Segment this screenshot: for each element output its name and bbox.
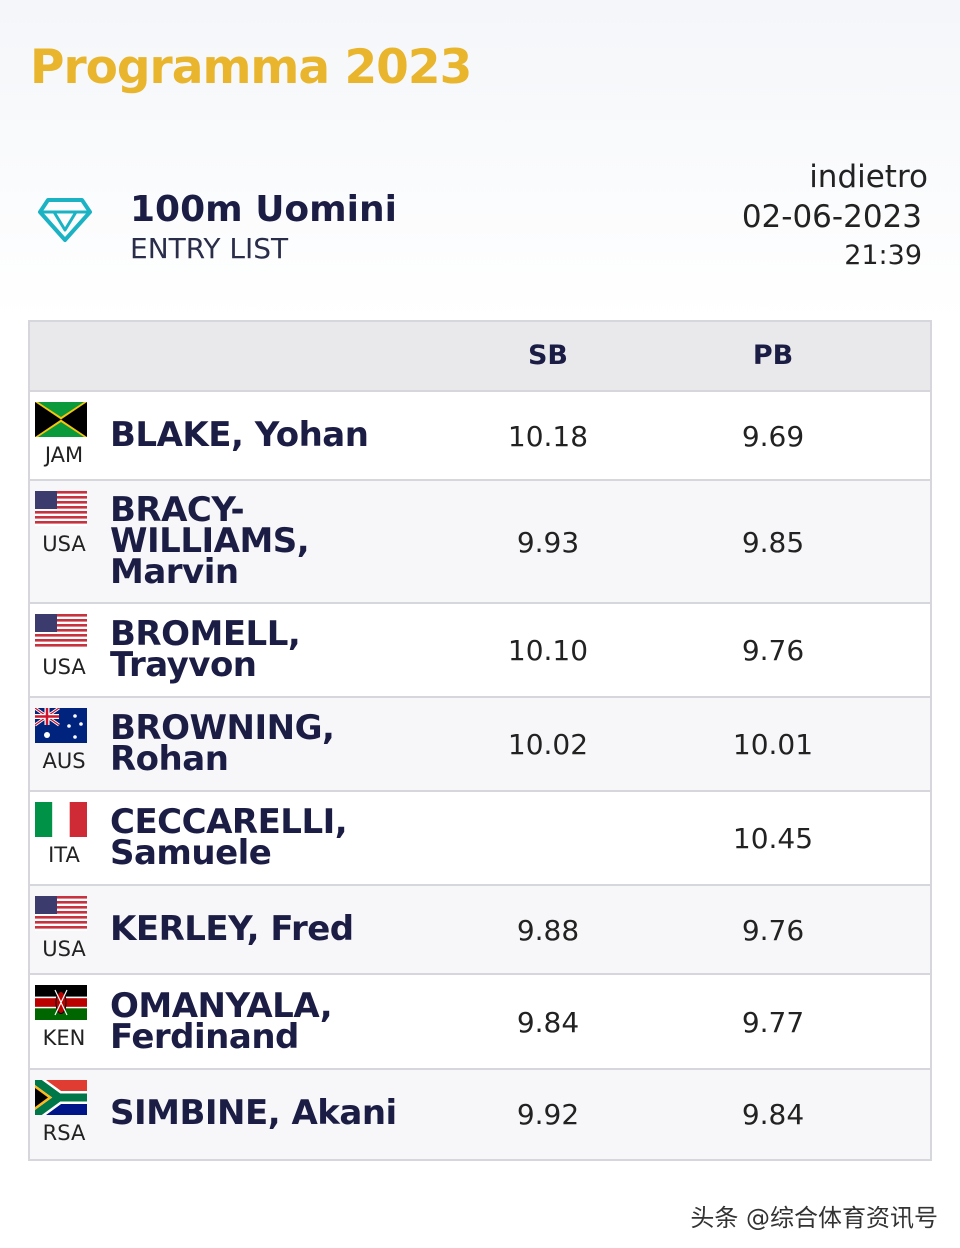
country-code: AUS (42, 749, 86, 773)
table-row[interactable]: KEN OMANYALA, Ferdinand 9.84 9.77 (30, 975, 930, 1070)
country-flag (35, 614, 95, 649)
country-code: RSA (42, 1121, 86, 1145)
pb-value: 10.01 (732, 728, 814, 761)
entry-list-table: SB PB JAM BLAKE, Yohan 10.18 9.69 USA BRACY-W… (28, 320, 932, 1161)
pb-value: 9.69 (741, 420, 805, 453)
table-body: JAM BLAKE, Yohan 10.18 9.69 USA BRACY-WILLIAM… (30, 392, 930, 1159)
athlete-name[interactable]: KERLEY, Fred (110, 909, 354, 949)
table-row[interactable]: JAM BLAKE, Yohan 10.18 9.69 (30, 392, 930, 481)
table-header: SB PB (30, 322, 930, 392)
event-date: 02-06-2023 (741, 199, 922, 235)
table-row[interactable]: RSA SIMBINE, Akani 9.92 9.84 (30, 1070, 930, 1159)
pb-value: 9.77 (741, 1006, 805, 1039)
sb-value: 10.10 (507, 634, 589, 667)
back-link[interactable]: indietro (809, 159, 928, 195)
athlete-name[interactable]: SIMBINE, Akani (110, 1093, 397, 1133)
country-code: JAM (44, 443, 84, 467)
athlete-name[interactable]: BLAKE, Yohan (110, 415, 369, 455)
sb-value: 10.02 (507, 728, 589, 761)
athlete-name[interactable]: OMANYALA, Ferdinand (110, 986, 333, 1057)
ken-flag-icon (35, 985, 87, 1020)
event-time: 21:39 (844, 240, 922, 271)
country-flag (35, 708, 95, 743)
country-flag (35, 802, 95, 837)
diamond-icon (38, 198, 92, 242)
country-code: ITA (48, 843, 80, 867)
country-code: USA (42, 532, 86, 556)
pb-value: 9.84 (741, 1098, 805, 1131)
sb-value: 9.84 (516, 1006, 580, 1039)
rsa-flag-icon (35, 1080, 87, 1115)
usa-flag-icon (35, 491, 87, 526)
country-flag (35, 491, 95, 526)
pb-value: 9.76 (741, 914, 805, 947)
watermark: 头条 @综合体育资讯号 (690, 1204, 938, 1232)
sb-value: 9.88 (516, 914, 580, 947)
country-code: USA (42, 937, 86, 961)
ita-flag-icon (35, 802, 87, 837)
pb-value: 9.76 (741, 634, 805, 667)
event-title: 100m Uomini (130, 189, 397, 230)
country-flag (35, 985, 95, 1020)
athlete-name[interactable]: BRACY-WILLIAMS, Marvin (110, 490, 310, 592)
table-row[interactable]: ITA CECCARELLI, Samuele 10.45 (30, 792, 930, 886)
country-flag (35, 896, 95, 931)
pb-value: 10.45 (732, 822, 814, 855)
event-subtitle: ENTRY LIST (130, 232, 289, 265)
column-header-pb: PB (752, 340, 794, 371)
sb-value: 9.93 (516, 526, 580, 559)
usa-flag-icon (35, 896, 87, 931)
table-row[interactable]: USA KERLEY, Fred 9.88 9.76 (30, 886, 930, 975)
table-row[interactable]: USA BROMELL, Trayvon 10.10 9.76 (30, 604, 930, 698)
brand-title: Programma 2023 (30, 40, 472, 95)
country-flag (35, 1080, 95, 1115)
table-row[interactable]: USA BRACY-WILLIAMS, Marvin 9.93 9.85 (30, 481, 930, 604)
country-code: KEN (42, 1026, 86, 1050)
column-header-sb: SB (527, 340, 569, 371)
table-row[interactable]: AUS BROWNING, Rohan 10.02 10.01 (30, 698, 930, 792)
sb-value: 10.18 (507, 420, 589, 453)
athlete-name[interactable]: BROWNING, Rohan (110, 708, 335, 779)
pb-value: 9.85 (741, 526, 805, 559)
usa-flag-icon (35, 614, 87, 649)
aus-flag-icon (35, 708, 87, 743)
country-code: USA (42, 655, 86, 679)
country-flag (35, 402, 95, 437)
athlete-name[interactable]: CECCARELLI, Samuele (110, 802, 348, 873)
athlete-name[interactable]: BROMELL, Trayvon (110, 614, 301, 685)
jam-flag-icon (35, 402, 87, 437)
sb-value: 9.92 (516, 1098, 580, 1131)
